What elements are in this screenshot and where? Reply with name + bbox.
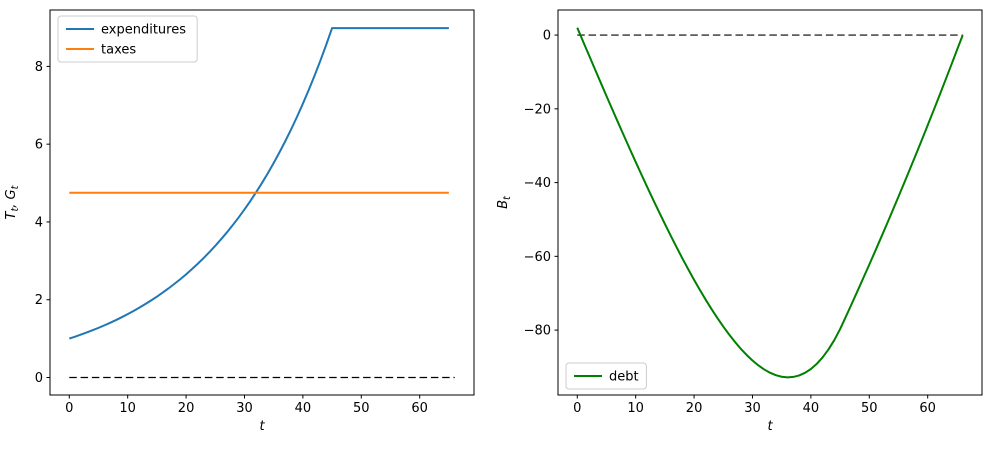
x-tick-label: 20 [686,401,703,416]
y-axis-label: Tt, Gt [4,184,21,219]
legend-label-taxes: taxes [101,43,136,58]
right-plot: 0 10 20 30 40 50 60 0 −20 −40 −60 −80 t Bt debt [496,9,983,434]
y-tick-label: −80 [524,324,551,339]
x-axis-label: t [767,419,773,434]
y-tick-label: −20 [524,102,551,117]
y-axis: 0 2 4 6 8 [35,60,50,386]
y-tick-label: 4 [35,215,43,230]
left-plot: 0 10 20 30 40 50 60 0 2 4 6 8 t Tt, Gt expenditures tax… [4,9,475,434]
x-tick-label: 60 [411,401,428,416]
y-axis: 0 −20 −40 −60 −80 [524,29,558,339]
y-tick-label: −60 [524,250,551,265]
x-tick-label: 40 [803,401,820,416]
series-debt [576,27,964,379]
y-tick-label: 8 [35,60,43,75]
legend-box [57,15,198,63]
y-tick-label: 2 [35,293,43,308]
y-tick-label: 6 [35,138,43,153]
x-tick-label: 0 [65,401,73,416]
axes-spines [557,9,983,396]
legend: expenditures taxes [57,15,198,63]
legend-label-debt: debt [609,370,639,385]
x-tick-label: 30 [236,401,253,416]
x-axis-label: t [259,419,265,434]
x-tick-label: 20 [178,401,195,416]
x-tick-label: 60 [919,401,936,416]
y-tick-label: 0 [543,29,551,44]
y-tick-label: 0 [35,371,43,386]
x-tick-label: 0 [573,401,581,416]
x-tick-label: 40 [295,401,312,416]
y-tick-label: −40 [524,176,551,191]
y-axis-label: Bt [496,195,513,209]
x-axis: 0 10 20 30 40 50 60 [573,395,936,416]
x-tick-label: 50 [861,401,878,416]
legend: debt [565,362,647,390]
x-tick-label: 10 [119,401,136,416]
x-tick-label: 10 [627,401,644,416]
axes-spines [49,9,475,396]
legend-label-expenditures: expenditures [101,23,186,38]
series-expenditures [68,27,449,340]
x-axis: 0 10 20 30 40 50 60 [65,395,428,416]
legend-box [565,362,647,390]
x-tick-label: 50 [353,401,370,416]
x-tick-label: 30 [744,401,761,416]
